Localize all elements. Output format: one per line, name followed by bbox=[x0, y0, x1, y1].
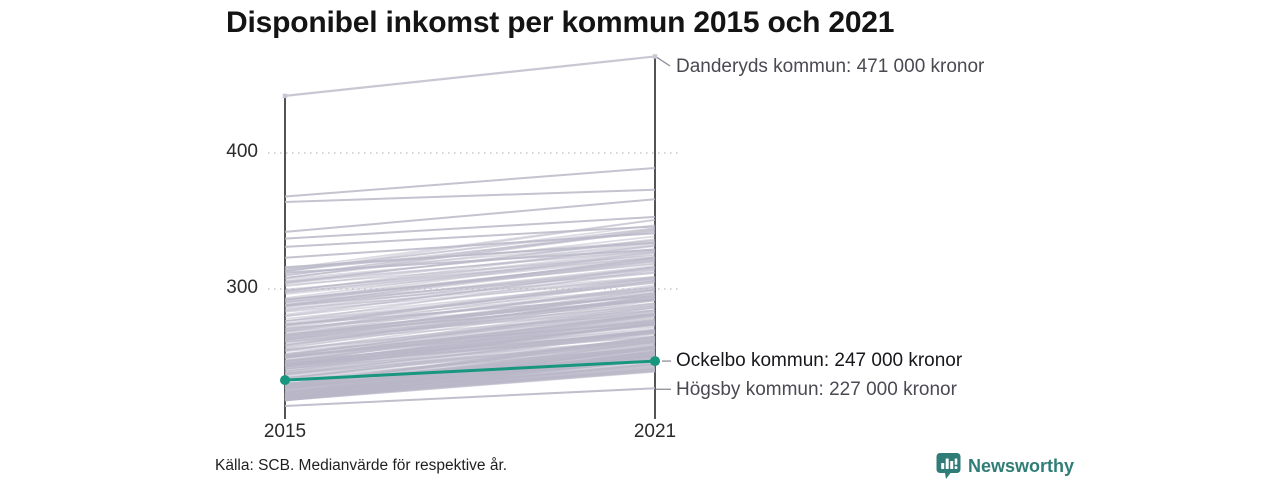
annotation-ockelbo: Ockelbo kommun: 247 000 kronor bbox=[676, 350, 963, 371]
y-axis-tick-400: 400 bbox=[226, 141, 258, 162]
y-axis-tick-300: 300 bbox=[226, 277, 258, 298]
brand-name: Newsworthy bbox=[968, 455, 1075, 476]
x-axis-tick-2021: 2021 bbox=[633, 421, 677, 442]
bar-chart-speech-bubble-icon bbox=[936, 452, 961, 480]
chart-title: Disponibel inkomst per kommun 2015 och 2… bbox=[226, 6, 895, 39]
x-axis-tick-2015: 2015 bbox=[263, 421, 307, 442]
annotation-danderyd: Danderyds kommun: 471 000 kronor bbox=[676, 56, 985, 77]
annotation-hogsby: Högsby kommun: 227 000 kronor bbox=[676, 379, 957, 400]
brand-logo: Newsworthy bbox=[936, 452, 1074, 480]
source-note: Källa: SCB. Medianvärde för respektive å… bbox=[215, 457, 508, 474]
